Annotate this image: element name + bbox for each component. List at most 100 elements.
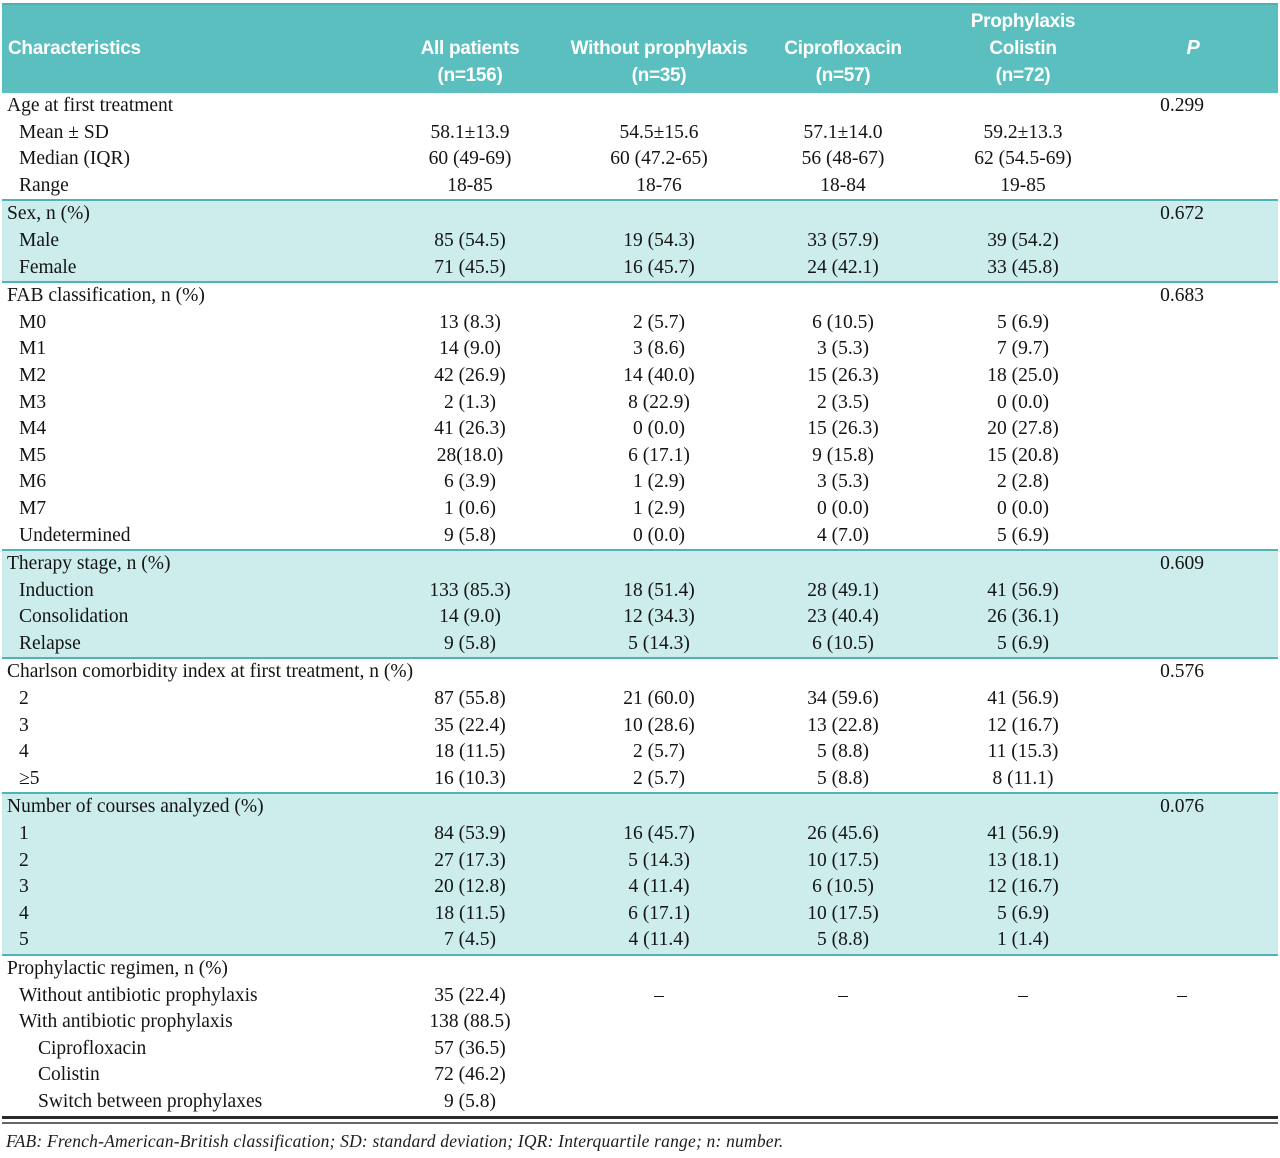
- p-value-cell: [1108, 389, 1278, 417]
- table-row: Switch between prophylaxes 9 (5.8): [2, 1088, 1278, 1116]
- row-label: 2: [19, 849, 29, 871]
- p-value-cell: [1108, 1035, 1278, 1063]
- value-cell: 18-85: [370, 172, 570, 201]
- row-label-cell: Colistin: [2, 1062, 370, 1089]
- table-row: Undetermined 9 (5.8) 0 (0.0) 4 (7.0) 5 (6.9): [2, 522, 1278, 551]
- p-value-cell: [1108, 416, 1278, 443]
- row-label-cell: Sex, n (%): [2, 199, 370, 228]
- row-label: Female: [19, 256, 77, 278]
- row-label: M0: [19, 311, 47, 333]
- column-header-line: [370, 8, 570, 35]
- table-bottom-rule-thin: [2, 1121, 1278, 1124]
- row-label: 1: [19, 823, 29, 845]
- table-row: Without antibiotic prophylaxis 35 (22.4) –…: [2, 982, 1278, 1010]
- row-label: 3: [19, 876, 29, 898]
- row-label: Colistin: [38, 1064, 100, 1086]
- row-label-cell: 2: [2, 686, 370, 713]
- value-cell: 15 (26.3): [748, 362, 938, 390]
- value-cell: 3 (8.6): [570, 336, 748, 363]
- table-row: FAB classification, n (%) 0.683: [2, 281, 1278, 310]
- value-cell: 18-84: [748, 172, 938, 201]
- value-cell: 1 (2.9): [570, 495, 748, 523]
- row-label-cell: 3: [2, 712, 370, 740]
- p-value-cell: [1108, 495, 1278, 523]
- value-cell: [570, 549, 748, 578]
- column-header-line: Colistin: [989, 38, 1057, 59]
- value-cell: 6 (17.1): [570, 442, 748, 470]
- value-cell: [748, 1062, 938, 1089]
- value-cell: 9 (5.8): [370, 522, 570, 551]
- table-row: M4 41 (26.3) 0 (0.0) 15 (26.3) 20 (27.8): [2, 416, 1278, 443]
- row-label: Sex, n (%): [7, 203, 90, 225]
- value-cell: [570, 199, 748, 228]
- p-value-cell: [1108, 1009, 1278, 1036]
- value-cell: [570, 1088, 748, 1116]
- value-cell: 33 (45.8): [938, 254, 1108, 283]
- p-value-cell: 0.683: [1108, 281, 1278, 310]
- value-cell: 14 (9.0): [370, 604, 570, 631]
- value-cell: 7 (4.5): [370, 927, 570, 955]
- p-value-cell: [1108, 336, 1278, 363]
- column-header-line: P: [1186, 37, 1200, 59]
- row-label: Relapse: [19, 632, 81, 654]
- value-cell: 9 (15.8): [748, 442, 938, 470]
- value-cell: 1 (1.4): [938, 927, 1108, 955]
- value-cell: [938, 93, 1108, 120]
- value-cell: 56 (48-67): [748, 146, 938, 173]
- value-cell: 35 (22.4): [370, 712, 570, 740]
- value-cell: 71 (45.5): [370, 254, 570, 283]
- row-label: Range: [19, 174, 69, 196]
- p-value-cell: [1108, 900, 1278, 928]
- table-row: Colistin 72 (46.2): [2, 1062, 1278, 1089]
- value-cell: [370, 954, 570, 983]
- value-cell: 10 (17.5): [748, 847, 938, 875]
- p-value-cell: 0.672: [1108, 199, 1278, 228]
- value-cell: 26 (45.6): [748, 821, 938, 848]
- value-cell: 1 (2.9): [570, 469, 748, 496]
- value-cell: 54.5±15.6: [570, 119, 748, 147]
- value-cell: 7 (9.7): [938, 336, 1108, 363]
- value-cell: 20 (12.8): [370, 874, 570, 901]
- p-value-cell: [1108, 712, 1278, 740]
- value-cell: 34 (59.6): [748, 686, 938, 713]
- table-row: Mean ± SD 58.1±13.9 54.5±15.6 57.1±14.0 59.2…: [2, 119, 1278, 147]
- table-row: Female 71 (45.5) 16 (45.7) 24 (42.1) 33 (45.…: [2, 254, 1278, 283]
- row-label: 4: [19, 741, 29, 763]
- column-header-line: [570, 8, 748, 35]
- table-row: Ciprofloxacin 57 (36.5): [2, 1035, 1278, 1063]
- row-label-cell: M3: [2, 389, 370, 417]
- table-row: Consolidation 14 (9.0) 12 (34.3) 23 (40.4) 2…: [2, 604, 1278, 631]
- value-cell: 16 (45.7): [570, 254, 748, 283]
- value-cell: [938, 792, 1108, 822]
- p-value-cell: [1108, 847, 1278, 875]
- p-value-cell: [1108, 630, 1278, 659]
- value-cell: 9 (5.8): [370, 630, 570, 659]
- table-row: M6 6 (3.9) 1 (2.9) 3 (5.3) 2 (2.8): [2, 469, 1278, 496]
- value-cell: [748, 657, 938, 687]
- row-label-cell: Prophylactic regimen, n (%): [2, 954, 370, 983]
- value-cell: 12 (34.3): [570, 604, 748, 631]
- row-label: 2: [19, 688, 29, 710]
- value-cell: 20 (27.8): [938, 416, 1108, 443]
- column-header-line: (n=57): [815, 65, 871, 86]
- value-cell: [938, 199, 1108, 228]
- column-header-line: Without prophylaxis: [570, 38, 748, 59]
- value-cell: 23 (40.4): [748, 604, 938, 631]
- value-cell: [938, 1062, 1108, 1089]
- value-cell: 2 (3.5): [748, 389, 938, 417]
- p-value-cell: [1108, 1088, 1278, 1116]
- value-cell: 6 (10.5): [748, 309, 938, 337]
- value-cell: 57 (36.5): [370, 1035, 570, 1063]
- column-header-line: (n=72): [995, 65, 1051, 86]
- row-label: M7: [19, 497, 47, 519]
- value-cell: 41 (56.9): [938, 577, 1108, 605]
- value-cell: 19-85: [938, 172, 1108, 201]
- value-cell: 0 (0.0): [570, 416, 748, 443]
- value-cell: 3 (5.3): [748, 336, 938, 363]
- row-label-cell: Female: [2, 254, 370, 283]
- row-label-cell: M7: [2, 495, 370, 523]
- p-value-cell: [1108, 874, 1278, 901]
- value-cell: 138 (88.5): [370, 1009, 570, 1036]
- column-header-line: All patients: [420, 38, 520, 59]
- row-label: Number of courses analyzed (%): [7, 796, 264, 818]
